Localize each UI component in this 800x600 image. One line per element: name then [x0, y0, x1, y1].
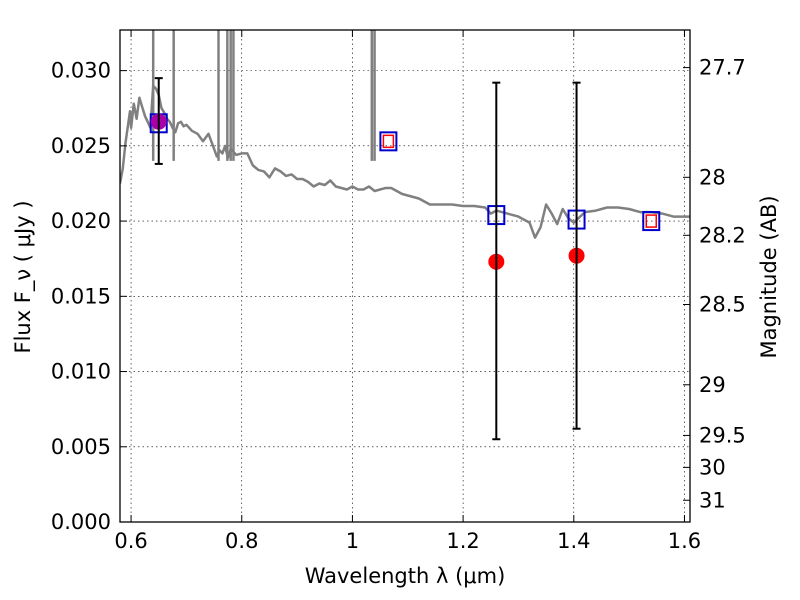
y-tick-label: 0.010	[51, 360, 111, 384]
y-right-tick-label: 28.5	[699, 293, 746, 317]
plot-area	[120, 30, 690, 239]
y-tick-label: 0.025	[51, 134, 111, 158]
y-right-tick-label: 30	[699, 455, 726, 479]
x-tick-label: 1.6	[668, 529, 701, 553]
x-tick-label: 0.6	[114, 529, 147, 553]
y-tick-label: 0.000	[51, 510, 111, 534]
y-tick-label: 0.015	[51, 284, 111, 308]
x-tick-label: 0.8	[225, 529, 258, 553]
x-tick-label: 1	[346, 529, 359, 553]
x-tick-label: 1.2	[446, 529, 479, 553]
y-tick-label: 0.020	[51, 209, 111, 233]
plot-frame	[119, 29, 691, 523]
markers-layer	[149, 77, 661, 441]
y-right-tick-label: 31	[699, 488, 726, 512]
y-right-axis-title: Magnitude (AB)	[757, 195, 781, 358]
model-photometry-square	[642, 211, 661, 232]
inner-red-square	[645, 214, 658, 228]
y-axis-title: Flux F_ν ( μJy )	[11, 200, 36, 353]
ticks-layer: 0.6 0.8 1 1.2 1.4 1.6 0.000 0.005 0.010 0.015 0.02…	[51, 30, 746, 553]
y-tick-label: 0.005	[51, 435, 111, 459]
x-axis-title: Wavelength λ (μm)	[305, 564, 506, 588]
y-right-tick-label: 27.7	[699, 56, 746, 80]
model-spectrum-line	[120, 84, 690, 239]
inner-red-square	[382, 134, 395, 149]
x-tick-label: 1.4	[557, 529, 590, 553]
y-tick-label: 0.030	[51, 59, 111, 83]
y-right-tick-label: 29.5	[699, 423, 746, 447]
y-right-tick-label: 28	[699, 165, 726, 189]
model-photometry-square	[379, 131, 398, 152]
y-right-tick-label: 29	[699, 373, 726, 397]
y-right-tick-label: 28.2	[699, 223, 746, 247]
